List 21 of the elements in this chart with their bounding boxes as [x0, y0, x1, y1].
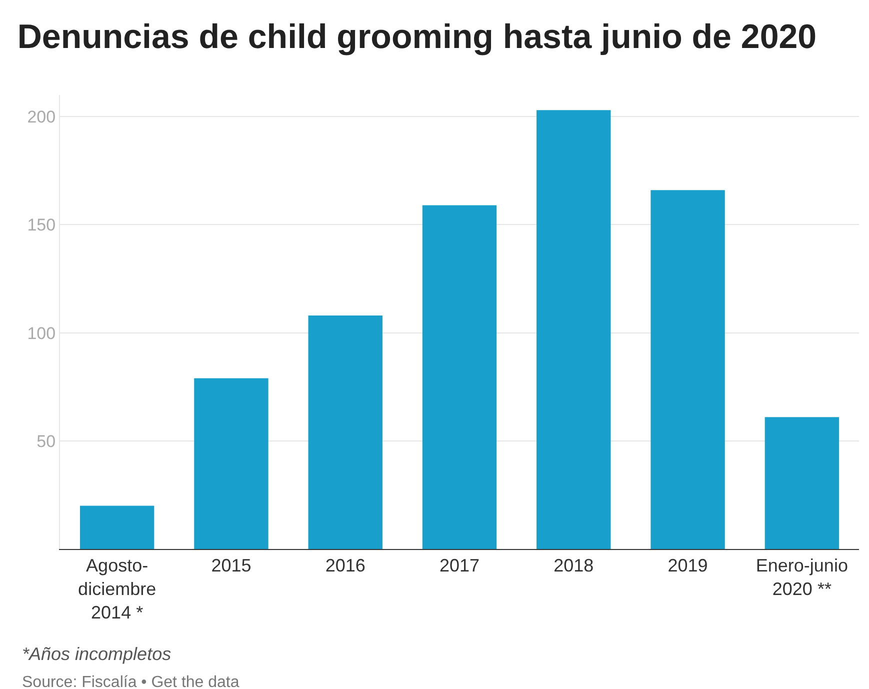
x-tick-label: 2017 — [439, 556, 480, 576]
x-tick-label: Enero-junio 2020 ** — [756, 556, 848, 599]
source-note: Source: Fiscalía • Get the data — [22, 674, 240, 689]
x-tick-label: 2019 — [668, 556, 708, 576]
chart-title: Denuncias de child grooming hasta junio de 2020 — [17, 18, 817, 56]
y-tick-label: 200 — [27, 108, 56, 127]
y-tick-label: 150 — [27, 216, 56, 235]
bar — [308, 316, 382, 549]
bar — [194, 378, 268, 549]
y-tick-label: 100 — [27, 324, 56, 343]
x-tick-label: 2016 — [325, 556, 366, 576]
x-tick-label: Agosto- diciembre 2014 * — [78, 556, 156, 622]
bar — [764, 417, 840, 549]
x-tick-label: 2015 — [211, 556, 252, 576]
bar — [536, 110, 611, 549]
x-tick-label: 2018 — [554, 556, 594, 576]
text: *Años incompletos — [22, 644, 172, 664]
bar — [80, 506, 154, 549]
bar — [650, 190, 725, 549]
bar — [422, 205, 497, 549]
y-tick-label: 50 — [36, 432, 56, 451]
